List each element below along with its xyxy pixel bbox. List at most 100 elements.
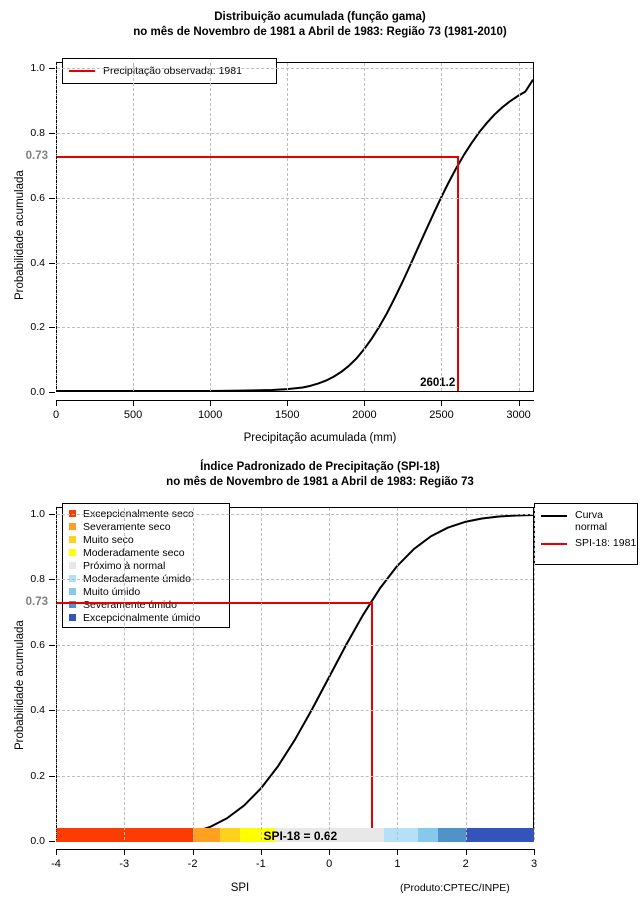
legend-color-swatch xyxy=(69,614,76,621)
chart-gridline-h xyxy=(57,513,533,515)
legend-item-label: Moderadamente seco xyxy=(83,546,185,559)
chart-y-tick xyxy=(49,775,55,777)
chart-y-tick xyxy=(49,197,55,199)
chart1-legend: Precipitação observada: 1981 xyxy=(62,58,277,84)
legend-color-swatch xyxy=(69,510,76,517)
chart-gridline-v xyxy=(465,508,467,840)
chart-y-axis-line xyxy=(56,63,57,391)
chart-x-tick xyxy=(465,849,467,855)
chart-y-tick xyxy=(49,392,55,393)
colorbar-segment xyxy=(192,828,220,842)
colorbar-segment xyxy=(465,828,534,842)
legend-item: Curva normal xyxy=(535,509,637,533)
chart-series-line xyxy=(57,79,534,392)
chart-x-tick xyxy=(518,400,520,406)
legend-color-swatch xyxy=(69,562,76,569)
chart1-title: Distribuição acumulada (função gama) no … xyxy=(0,10,640,40)
producer-credit: (Produto:CPTEC/INPE) xyxy=(400,882,510,894)
chart-gridline-v xyxy=(210,63,212,391)
chart-gridline-v xyxy=(364,63,366,391)
legend-item-label: Excepcionalmente seco xyxy=(83,507,194,520)
chart-x-tick xyxy=(364,400,366,406)
chart1-x-axis-line xyxy=(56,400,534,401)
chart-x-tick-label: 500 xyxy=(123,409,143,421)
chart-gridline-v xyxy=(124,508,126,840)
chart-x-tick-label: -2 xyxy=(187,858,198,870)
legend-item-label: Muito seco xyxy=(83,533,134,546)
legend-item-label: Severamente seco xyxy=(83,520,171,533)
chart-gridline-v xyxy=(534,508,535,840)
chart-y-tick-label: 0.0 xyxy=(30,386,45,398)
spi-colorbar xyxy=(56,828,534,842)
legend-item: Severamente seco xyxy=(63,520,229,533)
legend-item-label: Excepcionalmente úmido xyxy=(83,611,201,624)
chart2-marker-vertical-line xyxy=(371,601,374,838)
chart-y-tick xyxy=(49,710,55,712)
chart-x-tick-label: 2000 xyxy=(352,409,377,421)
legend-label-observed: Precipitação observada: 1981 xyxy=(103,65,242,77)
chart2-title-line1: Índice Padronizado de Precipitação (SPI-… xyxy=(200,461,440,473)
colorbar-segment xyxy=(240,828,275,842)
colorbar-segment xyxy=(417,828,439,842)
chart1-marker-y-label: 0.73 xyxy=(25,149,48,162)
chart-x-tick-label: 3000 xyxy=(506,409,531,421)
chart-x-tick-label: 1000 xyxy=(197,409,223,421)
chart-y-tick xyxy=(49,68,55,70)
chart-x-tick xyxy=(534,849,535,855)
legend-item: Moderadamente úmido xyxy=(63,572,229,585)
chart-x-tick xyxy=(397,849,399,855)
chart-gridline-h xyxy=(57,775,533,777)
legend-color-swatch xyxy=(69,575,76,582)
chart-gridline-h xyxy=(57,197,533,199)
chart-x-tick-label: -4 xyxy=(51,858,61,870)
chart-y-tick-label: 0.4 xyxy=(30,256,45,269)
legend-color-swatch xyxy=(69,588,76,595)
chart1-x-axis-title: Precipitação acumulada (mm) xyxy=(243,432,397,444)
legend-item-label: Muito úmido xyxy=(83,585,141,598)
chart-y-tick-label: 0.6 xyxy=(30,191,45,204)
chart-y-axis-line xyxy=(56,508,57,840)
chart-x-tick xyxy=(260,849,262,855)
chart2-x-axis-title: SPI xyxy=(230,882,250,894)
chart1-marker-horizontal-line xyxy=(57,155,458,158)
legend-color-swatch xyxy=(69,536,76,543)
chart-gridline-h xyxy=(57,68,533,70)
chart-y-tick xyxy=(49,133,55,135)
cumulative-gamma-chart: Distribuição acumulada (função gama) no … xyxy=(0,10,640,444)
chart-y-tick-label: 1.0 xyxy=(30,507,45,520)
colorbar-segment xyxy=(219,828,241,842)
chart-x-tick xyxy=(56,400,57,406)
legend-line-swatch-observed xyxy=(69,70,95,72)
chart-gridline-v xyxy=(518,63,520,391)
legend-color-swatch xyxy=(69,601,76,608)
chart-y-tick-label: 1.0 xyxy=(30,62,45,75)
chart-y-tick xyxy=(49,644,55,646)
chart-y-tick xyxy=(49,262,55,264)
chart2-title: Índice Padronizado de Precipitação (SPI-… xyxy=(0,460,640,490)
chart1-curve xyxy=(57,79,534,392)
chart-y-tick-label: 0.2 xyxy=(30,321,45,334)
chart-x-tick-label: 1500 xyxy=(275,409,300,421)
legend-item: Muito úmido xyxy=(63,585,229,598)
chart-gridline-h xyxy=(57,644,533,646)
legend-color-swatch xyxy=(69,523,76,530)
chart-x-tick-label: 0 xyxy=(52,409,60,421)
chart-x-tick xyxy=(329,849,331,855)
chart-x-tick-label: 2500 xyxy=(429,409,454,421)
chart-y-tick-label: 0.8 xyxy=(30,127,45,140)
legend-line-swatch xyxy=(541,515,567,517)
legend-item: Excepcionalmente seco xyxy=(63,507,229,520)
chart-gridline-v xyxy=(441,63,443,391)
chart1-title-line1: Distribuição acumulada (função gama) xyxy=(214,11,426,23)
chart-y-tick-label: 0.8 xyxy=(30,573,45,586)
chart-y-tick xyxy=(49,841,55,842)
chart2-curve-legend: Curva normal SPI-18: 1981 xyxy=(534,503,638,565)
chart2-title-line2: no mês de Novembro de 1981 a Abril de 19… xyxy=(166,476,474,488)
chart-y-tick xyxy=(49,579,55,581)
chart-gridline-v xyxy=(397,508,399,840)
chart2-marker-y-label: 0.73 xyxy=(25,595,48,608)
chart-x-tick xyxy=(56,849,57,855)
chart2-x-axis-line xyxy=(56,849,534,850)
legend-item-label: Moderadamente úmido xyxy=(83,572,191,585)
